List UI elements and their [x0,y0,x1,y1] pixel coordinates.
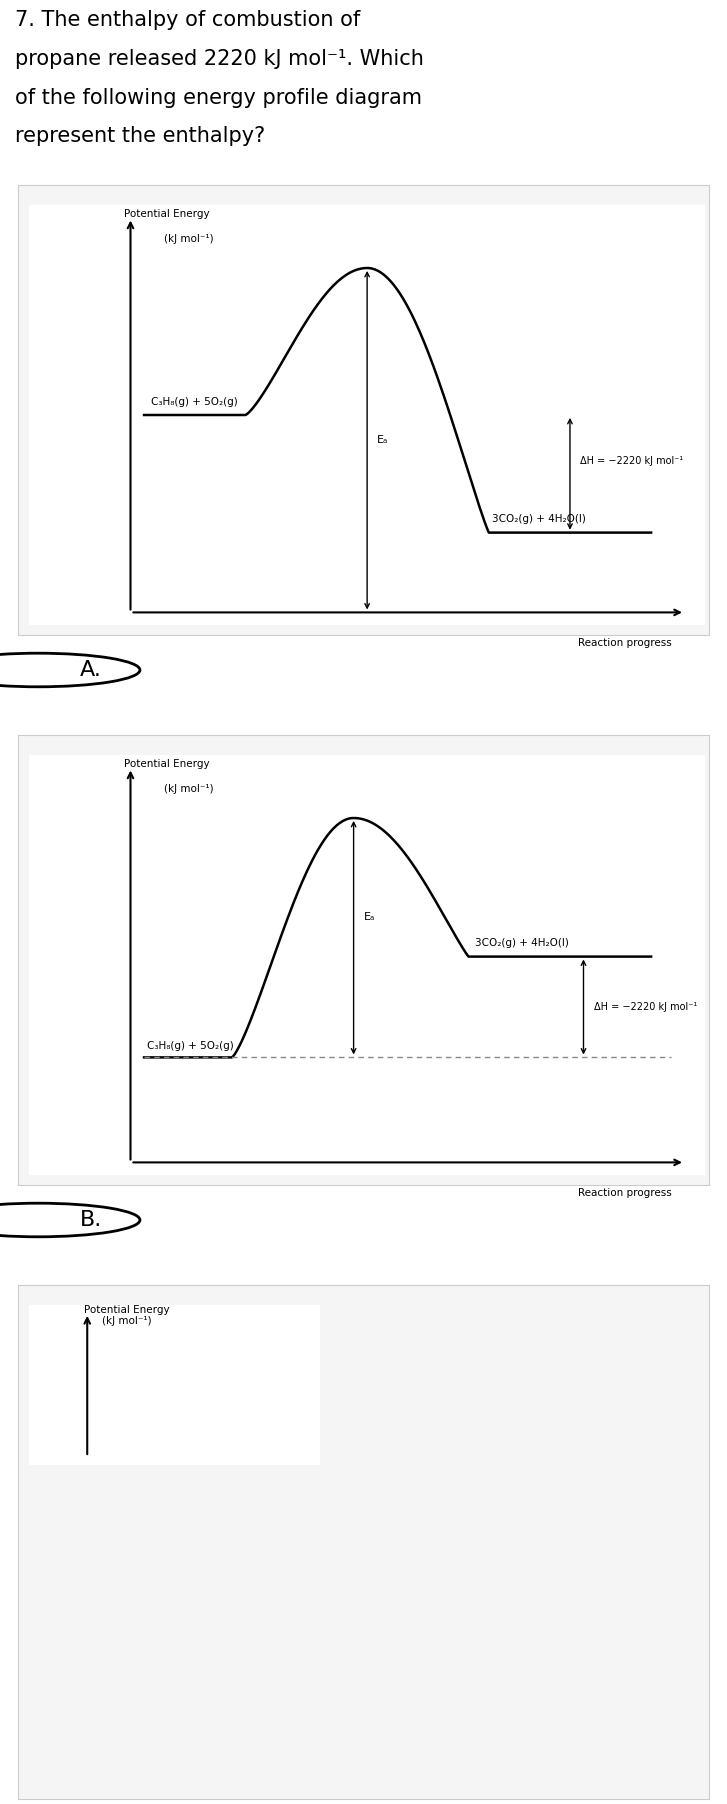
Text: 3CO₂(g) + 4H₂O(l): 3CO₂(g) + 4H₂O(l) [492,514,586,525]
Text: (kJ mol⁻¹): (kJ mol⁻¹) [102,1317,151,1326]
Text: Eₐ: Eₐ [364,911,375,922]
Text: (kJ mol⁻¹): (kJ mol⁻¹) [164,235,214,244]
Text: Reaction progress: Reaction progress [578,1187,672,1198]
Text: represent the enthalpy?: represent the enthalpy? [15,126,265,146]
Text: B.: B. [80,1210,103,1230]
Text: Potential Energy: Potential Energy [84,1304,170,1315]
Text: A.: A. [80,660,102,680]
Text: 7. The enthalpy of combustion of: 7. The enthalpy of combustion of [15,11,360,31]
Text: of the following energy profile diagram: of the following energy profile diagram [15,88,422,108]
Text: ΔH = −2220 kJ mol⁻¹: ΔH = −2220 kJ mol⁻¹ [580,456,683,465]
Text: Eₐ: Eₐ [377,435,389,446]
Text: C₃H₈(g) + 5O₂(g): C₃H₈(g) + 5O₂(g) [148,1041,234,1052]
Text: (kJ mol⁻¹): (kJ mol⁻¹) [164,785,214,794]
Text: Reaction progress: Reaction progress [578,637,672,648]
Text: 3CO₂(g) + 4H₂O(l): 3CO₂(g) + 4H₂O(l) [475,938,569,949]
Text: propane released 2220 kJ mol⁻¹. Which: propane released 2220 kJ mol⁻¹. Which [15,49,423,69]
Text: ΔH = −2220 kJ mol⁻¹: ΔH = −2220 kJ mol⁻¹ [594,1001,697,1012]
Text: Potential Energy: Potential Energy [124,209,209,220]
Text: C₃H₈(g) + 5O₂(g): C₃H₈(g) + 5O₂(g) [150,397,238,406]
Text: Potential Energy: Potential Energy [124,759,209,769]
